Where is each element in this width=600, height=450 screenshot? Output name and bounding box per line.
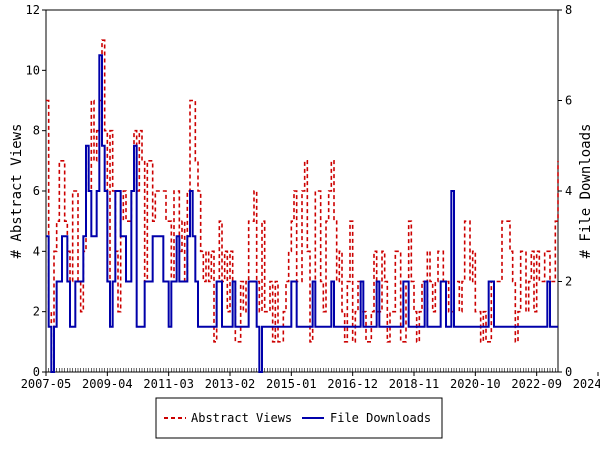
legend-box — [155, 397, 443, 439]
x-tick-label: 2018-11 — [389, 377, 440, 391]
x-tick-label: 2022-09 — [511, 377, 562, 391]
x-tick-label: 2013-02 — [205, 377, 256, 391]
right-y-tick-label: 0 — [565, 365, 572, 379]
left-y-axis: 0 2 4 6 8 10 12 — [26, 3, 46, 379]
series-line-abstract-views — [46, 39, 559, 373]
right-y-axis-title: # File Downloads — [578, 124, 594, 259]
right-y-tick-label: 8 — [565, 3, 572, 17]
left-y-tick-label: 0 — [33, 365, 40, 379]
x-axis-ticks: 2007-05 2009-04 2011-03 2013-02 2015-01 2016-… — [21, 368, 600, 391]
left-y-axis-title: # Abstract Views — [9, 124, 25, 259]
right-y-tick-label: 4 — [565, 184, 572, 198]
right-y-tick-label: 2 — [565, 275, 572, 289]
left-y-tick-label: 12 — [26, 3, 40, 17]
legend-label-abstract-views: Abstract Views — [191, 411, 292, 425]
left-y-tick-label: 2 — [33, 305, 40, 319]
left-y-tick-label: 4 — [33, 244, 40, 258]
x-tick-label: 2011-03 — [143, 377, 194, 391]
x-tick-label: 2009-04 — [82, 377, 133, 391]
series-line-file-downloads — [46, 54, 558, 373]
left-y-tick-label: 6 — [33, 184, 40, 198]
x-tick-label: 2007-05 — [21, 377, 72, 391]
right-y-axis: 0 2 4 6 8 — [558, 3, 572, 379]
x-tick-label: 2016-12 — [327, 377, 378, 391]
left-y-tick-label: 8 — [33, 124, 40, 138]
legend-label-file-downloads: File Downloads — [330, 411, 431, 425]
series-layer — [46, 39, 559, 373]
left-y-tick-label: 10 — [26, 63, 40, 77]
x-tick-label: 2015-01 — [266, 377, 317, 391]
x-tick-label: 2020-10 — [450, 377, 501, 391]
x-tick-label: 2024-08 — [573, 377, 600, 391]
right-y-tick-label: 6 — [565, 94, 572, 108]
legend: Abstract Views File Downloads — [155, 397, 443, 439]
